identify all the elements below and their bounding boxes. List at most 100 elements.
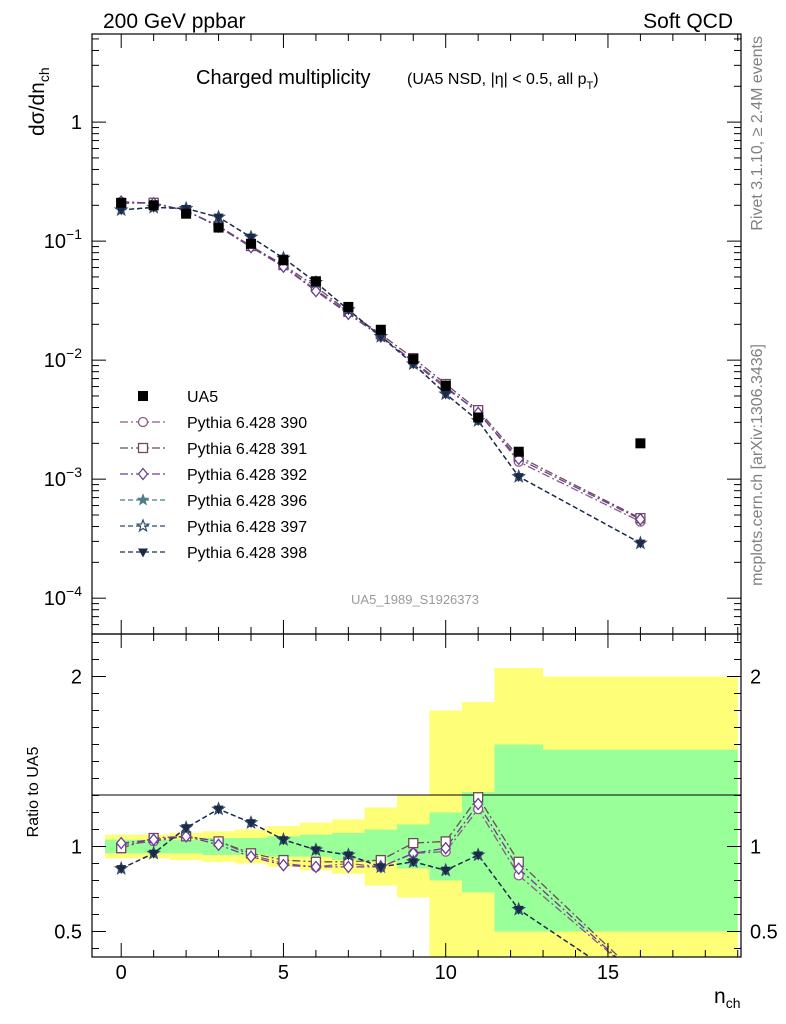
ratio-series-point [408, 837, 419, 849]
ratio-series-point [116, 865, 127, 875]
ratio-series-point [513, 862, 525, 876]
main-series-point [375, 333, 386, 343]
ratio-xtick-label: 15 [597, 962, 619, 984]
legend-entry: Pythia 6.428 390 [120, 415, 307, 432]
ratio-series-point [278, 858, 289, 872]
ratio-ytick-label-left: 2 [71, 667, 82, 689]
ratio-ytick-label-left: 1 [71, 837, 82, 859]
legend-label: Pythia 6.428 391 [187, 441, 307, 458]
ratio-series-point [343, 860, 354, 874]
legend-entry: Pythia 6.428 391 [120, 441, 307, 458]
main-series-point [246, 233, 257, 243]
legend-marker [135, 518, 151, 533]
ratio-ylabel: Ratio to UA5 [25, 747, 42, 838]
main-series-point [635, 539, 646, 549]
ratio-ytick-label-right: 1 [750, 837, 761, 859]
ratio-series-point [473, 851, 484, 861]
data-point-ua5 [635, 438, 646, 449]
legend-entry: Pythia 6.428 396 [120, 493, 307, 510]
data-point-ua5 [181, 208, 192, 219]
ratio-series-point [213, 838, 224, 852]
ratio-xtick-label: 10 [435, 962, 457, 984]
ratio-xtick-label: 5 [278, 962, 289, 984]
main-ytick-label: 10−4 [44, 583, 82, 610]
ratio-xtick-label: 0 [116, 962, 127, 984]
ratio-series-point [440, 841, 452, 855]
ratio-series-point [278, 836, 289, 846]
data-point-ua5 [343, 301, 354, 312]
ratio-band-green [169, 839, 203, 854]
main-ytick-label: 1 [71, 112, 82, 134]
ratio-band-green [234, 838, 268, 855]
main-series-line [121, 200, 641, 520]
main-ylabel: dσ/dnch [26, 67, 52, 136]
main-panel: 10−4 10−3 10−2 10−1 1 Charged multiplicity (… [26, 33, 742, 635]
legend-label: Pythia 6.428 390 [187, 415, 307, 432]
data-point-ua5 [375, 324, 386, 335]
ratio-series-point [181, 824, 192, 834]
legend-entry: Pythia 6.428 397 [120, 518, 307, 536]
ratio-series-point [246, 819, 257, 829]
ratio-series-point [472, 797, 484, 811]
legend-marker [137, 467, 149, 481]
legend-label: Pythia 6.428 396 [187, 493, 307, 510]
main-series-point [635, 512, 646, 526]
data-point-ua5 [246, 238, 257, 249]
ratio-series-point [115, 836, 127, 850]
ratio-ytick-label-right: 0.5 [750, 922, 778, 944]
data-point-ua5 [278, 255, 289, 266]
data-point-ua5 [148, 200, 159, 211]
ratio-xlabel: nch [714, 985, 740, 1011]
data-point-ua5 [408, 354, 419, 365]
legend-marker [138, 548, 148, 558]
legend: UA5 Pythia 6.428 390 Pythia 6.428 391 Pythi… [120, 389, 307, 562]
legend-label: Pythia 6.428 398 [187, 545, 307, 562]
ratio-panel: 0.5 0.5 1 1 2 2 0 5 10 15 Ratio to UA5 nch [25, 633, 778, 1011]
main-title: Charged multiplicity [196, 67, 371, 89]
header-right: Soft QCD [643, 10, 733, 33]
main-series-point [116, 206, 127, 216]
main-ytick-label: 10−3 [44, 464, 82, 491]
ratio-series-point [245, 850, 257, 864]
legend-entry: Pythia 6.428 398 [120, 545, 307, 562]
legend-label: UA5 [187, 389, 218, 406]
main-subtitle: (UA5 NSD, |η| < 0.5, all pT) [407, 71, 599, 92]
main-ytick-label: 10−1 [44, 226, 82, 253]
main-ytick-label: 10−2 [44, 345, 82, 372]
legend-entry: Pythia 6.428 392 [120, 467, 307, 484]
ratio-series-point [343, 851, 354, 861]
ratio-series-point [180, 829, 192, 843]
legend-marker [136, 493, 150, 506]
legend-entry: UA5 [138, 389, 218, 406]
ratio-series-point [440, 866, 451, 876]
mcplots-label: mcplots.cern.ch [arXiv:1306.3436] [749, 344, 766, 586]
ratio-series-point [310, 846, 321, 856]
data-point-ua5 [310, 276, 321, 287]
legend-label: Pythia 6.428 392 [187, 467, 307, 484]
ratio-ytick-label-right: 2 [750, 667, 761, 689]
ratio-series-point [148, 833, 159, 847]
ratio-band-green [543, 749, 738, 932]
ratio-band-green [267, 836, 300, 857]
ratio-ytick-label-left: 0.5 [54, 922, 82, 944]
ratio-series-point [310, 860, 322, 874]
ratio-series-point [375, 863, 386, 873]
main-series-point [310, 284, 322, 298]
ratio-series-point [213, 805, 224, 815]
main-series-point [440, 390, 451, 400]
ratio-series-line [121, 802, 618, 957]
legend-marker [137, 442, 149, 454]
data-point-ua5 [213, 222, 224, 233]
data-point-ua5 [440, 380, 451, 391]
ratio-series-point [408, 858, 419, 868]
header-left: 200 GeV ppbar [103, 10, 245, 33]
data-point-ua5 [473, 412, 484, 423]
ratio-series-point [148, 849, 159, 859]
main-series-point [213, 213, 224, 223]
ratio-series-point [513, 905, 524, 915]
data-point-ua5 [513, 446, 524, 457]
legend-marker [138, 391, 148, 401]
legend-label: Pythia 6.428 397 [187, 519, 307, 536]
data-point-ua5 [116, 197, 127, 208]
